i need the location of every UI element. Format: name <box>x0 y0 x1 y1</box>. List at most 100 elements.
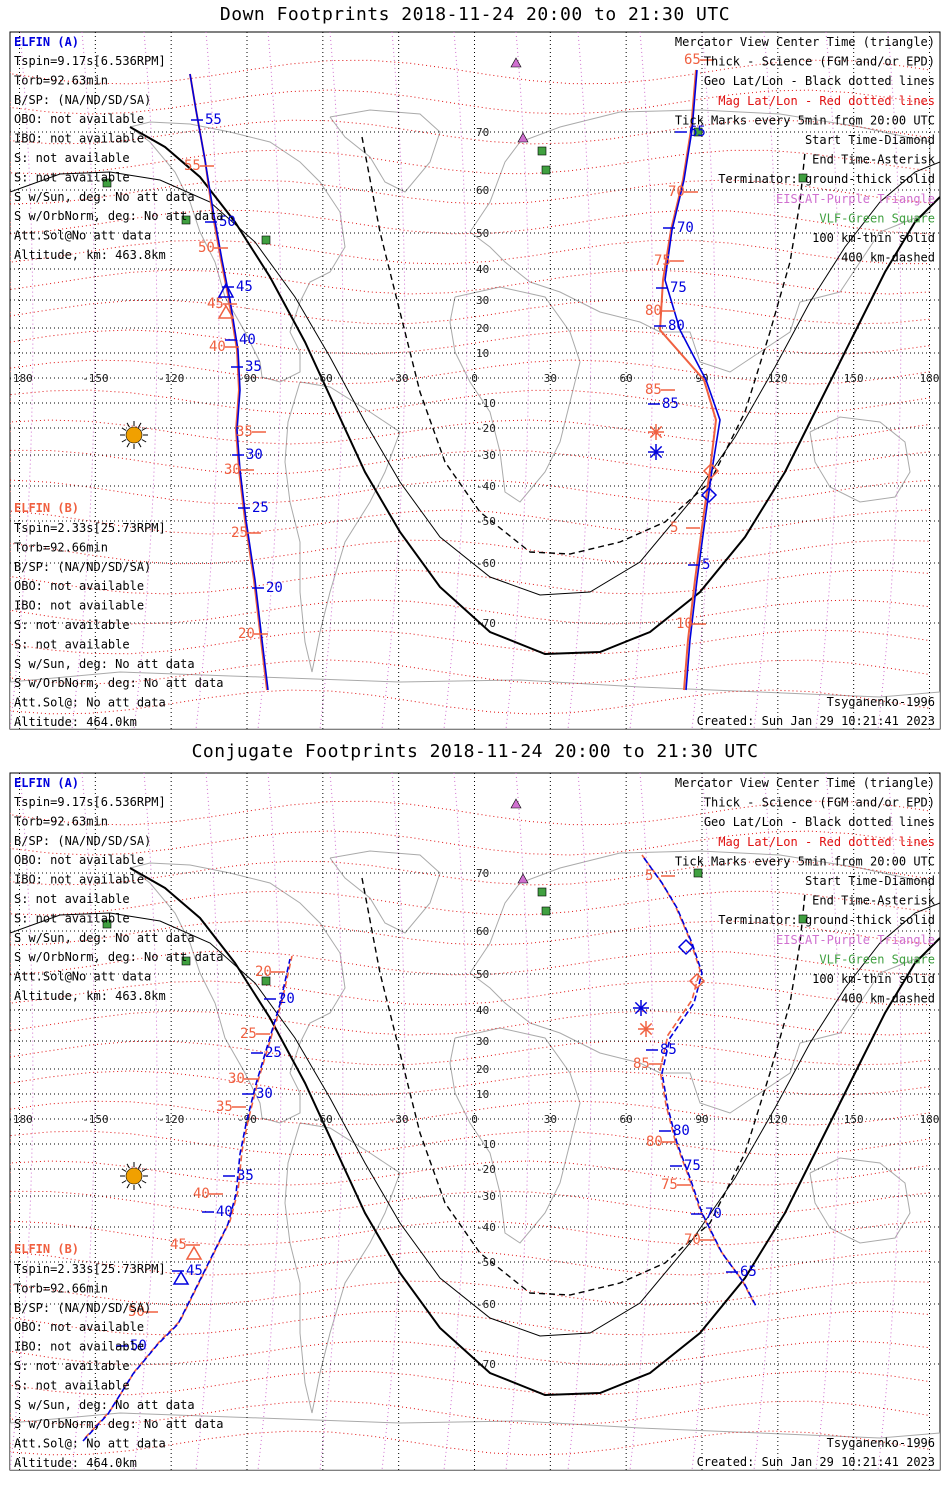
mag-lat-line <box>10 269 931 295</box>
mag-lon-line <box>877 773 902 1470</box>
lon-label: -30 <box>389 1113 409 1126</box>
tick-label-a: 50 <box>219 214 236 230</box>
lat-label: -60 <box>476 557 496 570</box>
legend-entry: Mercator View Center Time (triangle) <box>675 776 935 790</box>
lat-label: -60 <box>476 1298 496 1311</box>
mag-lon-line <box>443 32 468 729</box>
vlf-site-icon <box>181 215 191 225</box>
legend-entry: Mag Lat/Lon - Red dotted lines <box>718 94 935 108</box>
sc-b-info: Torb=92.66min <box>14 1281 108 1295</box>
mag-lon-line <box>629 773 654 1470</box>
sc-b-info: IBO: not available <box>14 599 144 613</box>
terminator-400km <box>361 877 806 1296</box>
mag-lon-line <box>815 773 840 1470</box>
eiscat-site-icon <box>517 132 529 143</box>
mag-lon-line <box>443 773 468 1470</box>
lon-label: 60 <box>620 372 633 385</box>
tick-label-a: 40 <box>216 1204 233 1220</box>
vlf-site-icon <box>798 173 808 183</box>
sc-b-info: S: not available <box>14 637 130 651</box>
legend-entry: Start Time-Diamond <box>805 133 935 147</box>
sc-a-info: Att.Sol@No att data <box>14 229 151 243</box>
sc-a-name: ELFIN (A) <box>14 35 79 49</box>
map-title-conjugate: Conjugate Footprints 2018-11-24 20:00 to… <box>191 741 759 762</box>
vlf-site-icon <box>102 919 112 929</box>
sc-a-info: Torb=92.63min <box>14 814 108 828</box>
mag-lat-line <box>10 209 931 235</box>
model-label: Tsyganenko-1996 <box>827 695 935 709</box>
terminator-ground <box>129 867 940 1397</box>
lon-label: 180 <box>920 1113 940 1126</box>
mag-lat-line <box>10 1340 931 1366</box>
sc-b-name: ELFIN (B) <box>14 1242 79 1256</box>
map-area: -180 -150 -120 -90 -60 -30 0 30 60 90 120 150 180706… <box>6 773 940 1470</box>
sc-b-info: S: not available <box>14 1359 130 1373</box>
coastline <box>809 1157 911 1244</box>
tick-label-a: 35 <box>237 1168 254 1184</box>
legend-entry: 400 km-dashed <box>841 992 935 1006</box>
tick-label-b: 70 <box>668 184 685 200</box>
mag-lon-line <box>505 773 530 1470</box>
elfin-b-track <box>658 69 718 691</box>
lat-label: 60 <box>476 925 489 938</box>
mag-lat-line <box>10 1160 931 1186</box>
tick-label-a: 65 <box>689 124 706 140</box>
tick-label-a: 85 <box>662 396 679 412</box>
sc-a-info: OBO: not available <box>14 853 144 867</box>
lat-label: -10 <box>476 1138 496 1151</box>
end-asterisk <box>633 1000 649 1016</box>
mag-lat-line <box>10 629 931 655</box>
legend-entry: Terminator: ground-thick solid <box>718 913 935 927</box>
start-diamond-b <box>702 462 720 480</box>
sc-a-info: OBO: not available <box>14 112 144 126</box>
lon-label: -180 <box>6 1113 33 1126</box>
sc-b-info: OBO: not available <box>14 579 144 593</box>
map-area: -180 -150 -120 -90 -60 -30 0 30 60 90 120 150 180706… <box>10 32 940 729</box>
legend-entry: 100 km-thin solid <box>812 972 935 986</box>
eiscat-site-icon <box>510 798 522 809</box>
legend-entry: Tick Marks every 5min from 20:00 UTC <box>675 113 935 127</box>
tick-label-b: 85 <box>633 1056 650 1072</box>
legend-entry: End Time-Asterisk <box>812 894 936 908</box>
tick-label-a: 55 <box>205 112 222 128</box>
tick-label-b: 50 <box>128 1304 145 1320</box>
lon-label: 30 <box>544 372 557 385</box>
sc-b-info: IBO: not available <box>14 1340 144 1354</box>
lat-label: -50 <box>476 515 496 528</box>
tick-label-a: 75 <box>684 1158 701 1174</box>
sc-a-info: S w/OrbNorm, deg: No att data <box>14 209 224 223</box>
legend-entry: Geo Lat/Lon - Black dotted lines <box>704 74 935 88</box>
mag-lat-line <box>10 449 931 475</box>
sc-a-info: S: not available <box>14 170 130 184</box>
elfin-a-track <box>82 958 291 1442</box>
mag-lon-line <box>257 32 282 729</box>
eiscat-site-icon <box>517 873 529 884</box>
mag-lat-line <box>10 1010 931 1036</box>
tick-label-b: 80 <box>645 303 662 319</box>
tick-label-b: 30 <box>224 462 241 478</box>
mag-lon-line <box>877 32 902 729</box>
lat-label: 10 <box>476 1088 489 1101</box>
mag-lon-line <box>567 773 592 1470</box>
mag-lon-line <box>133 32 158 729</box>
mag-lon-line <box>195 32 220 729</box>
lat-label: 10 <box>476 347 489 360</box>
tick-label-b: 55 <box>184 158 201 174</box>
mag-lon-line <box>133 773 158 1470</box>
sc-a-info: IBO: not available <box>14 873 144 887</box>
tick-label-b: 85 <box>645 382 662 398</box>
mag-lat-line <box>10 389 931 415</box>
mag-lat-line <box>10 149 931 175</box>
start-diamond-a <box>700 486 718 504</box>
legend-entry: VLF-Green Square <box>819 952 935 966</box>
created-label: Created: Sun Jan 29 10:21:41 2023 <box>697 714 935 728</box>
mag-lat-line <box>10 509 931 535</box>
legend-entry: Terminator: ground-thick solid <box>718 172 935 186</box>
mag-lat-line <box>10 1040 931 1066</box>
tick-label-b: 30 <box>228 1071 245 1087</box>
sc-b-info: Tspin=2.33s[25.73RPM] <box>14 1262 166 1276</box>
sc-b-info: S w/OrbNorm, deg: No att data <box>14 1417 224 1431</box>
mag-lat-line <box>10 890 931 916</box>
mag-lon-line <box>815 32 840 729</box>
